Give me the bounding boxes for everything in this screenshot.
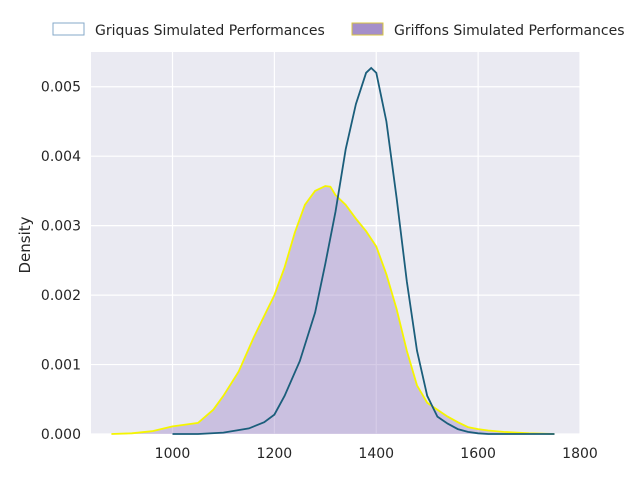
x-tick-label: 1600 (460, 446, 496, 462)
legend-swatch-griquas (52, 22, 85, 36)
x-tick-label: 1800 (562, 446, 598, 462)
x-axis-ticks: 1000 1200 1400 1600 1800 (155, 446, 598, 462)
y-tick-label: 0.001 (41, 358, 81, 374)
legend-label-griffons: Griffons Simulated Performances (394, 23, 625, 39)
y-tick-label: 0.005 (41, 80, 81, 96)
y-axis-label: Density (16, 216, 34, 273)
legend-label-griquas: Griquas Simulated Performances (95, 23, 325, 39)
y-tick-label: 0.004 (41, 149, 81, 165)
x-tick-label: 1000 (155, 446, 191, 462)
y-axis-ticks: 0.000 0.001 0.002 0.003 0.004 0.005 (41, 80, 81, 443)
grid-lines (91, 52, 581, 435)
griffons-density-area (111, 186, 555, 434)
series-layer (111, 66, 555, 435)
y-tick-label: 0.000 (41, 427, 81, 443)
x-tick-label: 1400 (358, 446, 394, 462)
x-tick-label: 1200 (257, 446, 293, 462)
griquas-density-line (172, 66, 555, 435)
griffons-density-line (111, 185, 555, 435)
legend-swatch-griffons (351, 22, 384, 36)
y-tick-label: 0.002 (41, 288, 81, 304)
y-tick-label: 0.003 (41, 219, 81, 235)
legend: Griquas Simulated Performances Griffons … (52, 22, 625, 39)
